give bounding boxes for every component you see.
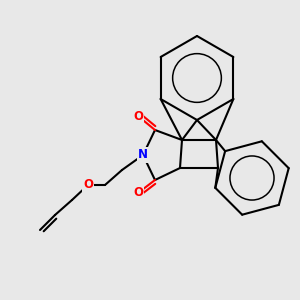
Text: O: O bbox=[133, 187, 143, 200]
Text: O: O bbox=[133, 110, 143, 122]
Text: N: N bbox=[138, 148, 148, 161]
Text: O: O bbox=[83, 178, 93, 191]
